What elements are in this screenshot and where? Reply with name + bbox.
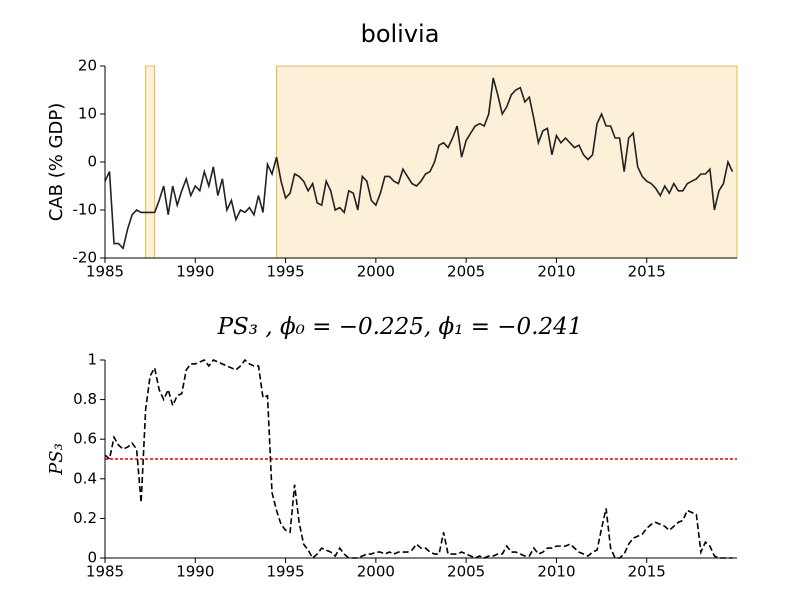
x-tick-label: 2005 <box>447 563 485 581</box>
chart-title: PS₃ , ϕ₀ = −0.225, ϕ₁ = −0.241 <box>217 314 583 340</box>
y-tick-label: 0.8 <box>73 390 97 408</box>
y-tick-label: -10 <box>73 201 98 219</box>
x-tick-label: 1985 <box>86 263 124 281</box>
y-axis-label: CAB (% GDP) <box>46 103 67 222</box>
y-tick-label: 0.4 <box>73 469 97 487</box>
y-axis-label: PS₃ <box>46 443 67 476</box>
x-tick-label: 1990 <box>176 263 214 281</box>
y-tick-label: 0.2 <box>73 509 97 527</box>
y-tick-label: -20 <box>73 249 98 267</box>
data-line <box>104 77 734 251</box>
x-tick-label: 1995 <box>266 263 304 281</box>
y-tick-label: 0 <box>87 153 97 171</box>
x-tick-label: 1995 <box>266 563 304 581</box>
y-tick-label: 10 <box>78 105 97 123</box>
x-tick-label: 1990 <box>176 563 214 581</box>
x-tick-label: 1985 <box>86 563 124 581</box>
chart-title: bolivia <box>361 20 440 48</box>
x-tick-label: 2005 <box>447 263 485 281</box>
data-line <box>104 358 733 560</box>
x-tick-label: 2015 <box>628 563 666 581</box>
x-tick-label: 2000 <box>357 263 395 281</box>
y-tick-label: 20 <box>78 57 97 75</box>
y-tick-label: 1 <box>87 351 97 369</box>
y-tick-label: 0 <box>87 549 97 567</box>
x-tick-label: 2000 <box>357 563 395 581</box>
x-tick-label: 2010 <box>537 263 575 281</box>
y-tick-label: 0.6 <box>73 430 97 448</box>
x-tick-label: 2010 <box>537 563 575 581</box>
shaded-region <box>145 65 156 259</box>
x-tick-label: 2015 <box>628 263 666 281</box>
shaded-region <box>276 65 738 259</box>
